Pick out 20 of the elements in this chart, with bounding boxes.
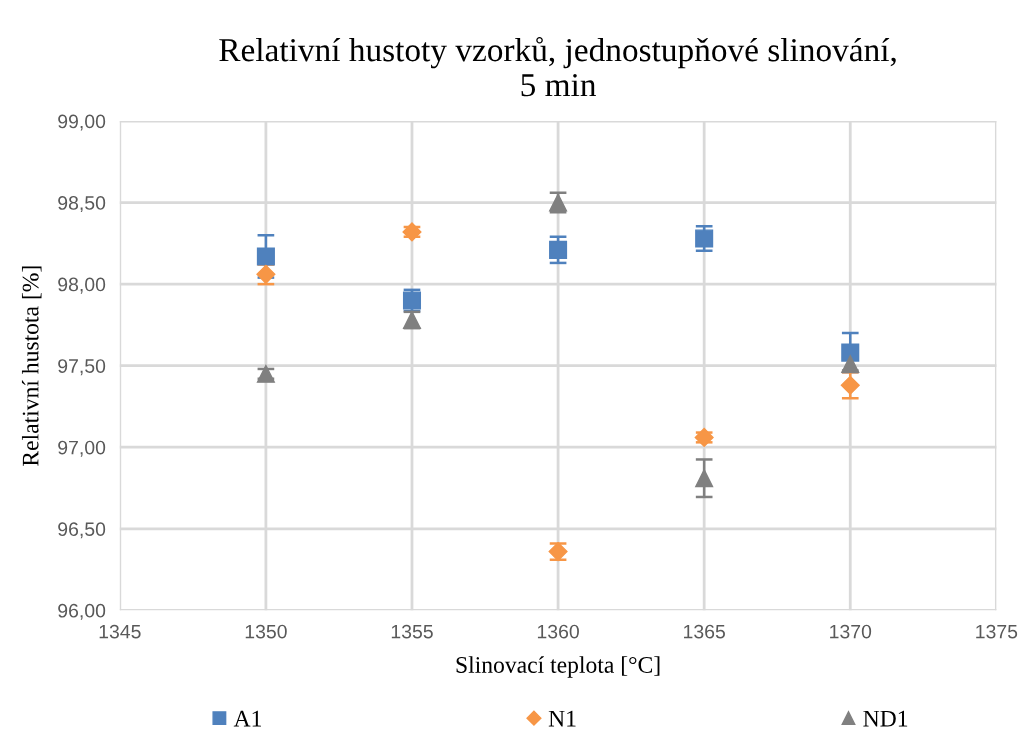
y-tick-label: 96,00 — [58, 603, 106, 620]
x-tick-label: 1355 — [391, 624, 433, 639]
x-tick-label: 1360 — [537, 624, 579, 639]
legend-label: N1 — [548, 710, 576, 727]
y-axis-title: Relativní hustota [%] — [21, 266, 42, 466]
x-tick-label: 1350 — [245, 624, 287, 639]
legend-label: ND1 — [863, 710, 908, 727]
y-tick-label: 98,00 — [58, 277, 106, 294]
y-tick-label: 99,00 — [58, 114, 106, 131]
chart-title: Relativní hustoty vzorků, jednostupňové slinování, 5 min — [219, 36, 896, 97]
legend-label: A1 — [233, 710, 261, 727]
y-tick-label: 96,50 — [58, 522, 106, 539]
x-tick-label: 1345 — [99, 624, 141, 639]
x-tick-label: 1365 — [684, 624, 725, 639]
x-axis-title: Slinovací teplota [°C] — [456, 656, 660, 678]
y-tick-label: 98,50 — [58, 196, 106, 213]
x-tick-label: 1370 — [830, 624, 872, 639]
x-tick-label: 1375 — [976, 624, 1018, 639]
y-tick-label: 97,00 — [58, 440, 106, 457]
y-tick-label: 97,50 — [58, 359, 106, 376]
